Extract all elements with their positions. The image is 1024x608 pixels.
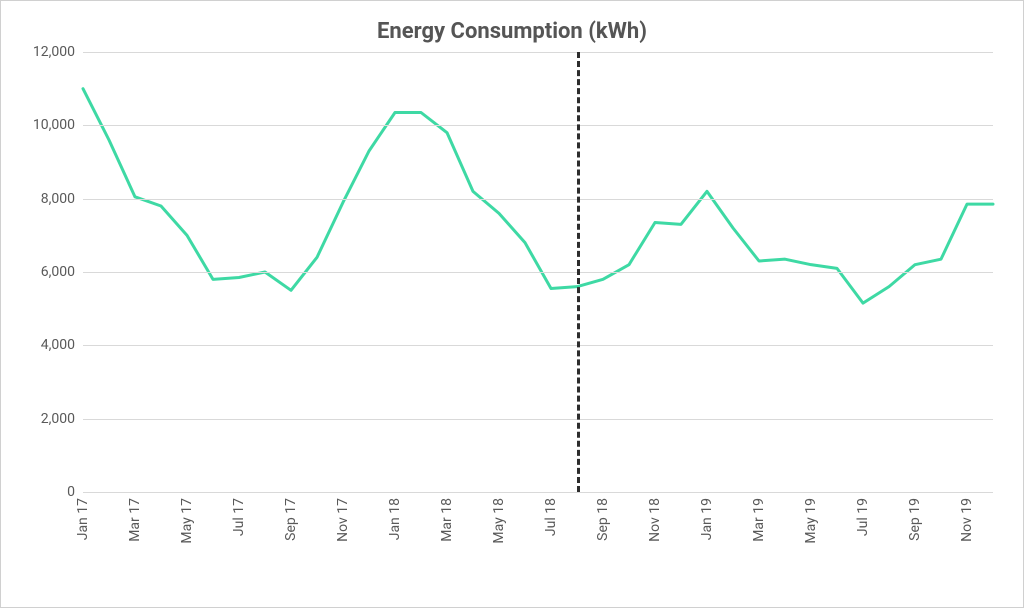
chart-title: Energy Consumption (kWh): [11, 19, 1013, 44]
grid-line: [83, 345, 993, 346]
plot-area: 02,0004,0006,0008,00010,00012,000: [83, 52, 993, 492]
x-tick-label: Sep 19: [907, 498, 923, 541]
y-tick-label: 8,000: [41, 191, 75, 207]
x-tick-label: Jul 17: [231, 498, 247, 536]
divider-line: [577, 52, 580, 492]
x-tick-label: Mar 19: [751, 498, 767, 542]
x-tick-label: Jan 19: [699, 498, 715, 540]
y-tick-label: 2,000: [41, 411, 75, 427]
energy-line: [83, 89, 993, 304]
x-tick-label: Mar 18: [439, 498, 455, 542]
x-tick-label: Jan 17: [75, 498, 91, 540]
x-tick-label: Sep 18: [595, 498, 611, 541]
x-tick-label: Jan 18: [387, 498, 403, 540]
x-tick-label: Nov 17: [335, 498, 351, 542]
grid-line: [83, 272, 993, 273]
y-tick-label: 10,000: [33, 117, 75, 133]
y-tick-label: 4,000: [41, 337, 75, 353]
x-tick-label: May 18: [491, 498, 507, 544]
y-tick-label: 6,000: [41, 264, 75, 280]
chart-container: Energy Consumption (kWh) 02,0004,0006,00…: [11, 11, 1013, 597]
x-tick-label: Nov 19: [959, 498, 975, 542]
grid-line: [83, 199, 993, 200]
y-tick-label: 0: [67, 484, 75, 500]
x-tick-label: May 17: [179, 498, 195, 544]
x-tick-label: Mar 17: [127, 498, 143, 542]
y-tick-label: 12,000: [33, 44, 75, 60]
x-axis-labels: Jan 17Mar 17May 17Jul 17Sep 17Nov 17Jan …: [83, 492, 993, 582]
x-tick-label: Sep 17: [283, 498, 299, 541]
x-tick-label: Jul 18: [543, 498, 559, 536]
grid-line: [83, 52, 993, 53]
grid-line: [83, 419, 993, 420]
grid-line: [83, 125, 993, 126]
x-tick-label: Jul 19: [855, 498, 871, 536]
x-tick-label: May 19: [803, 498, 819, 544]
x-tick-label: Nov 18: [647, 498, 663, 542]
